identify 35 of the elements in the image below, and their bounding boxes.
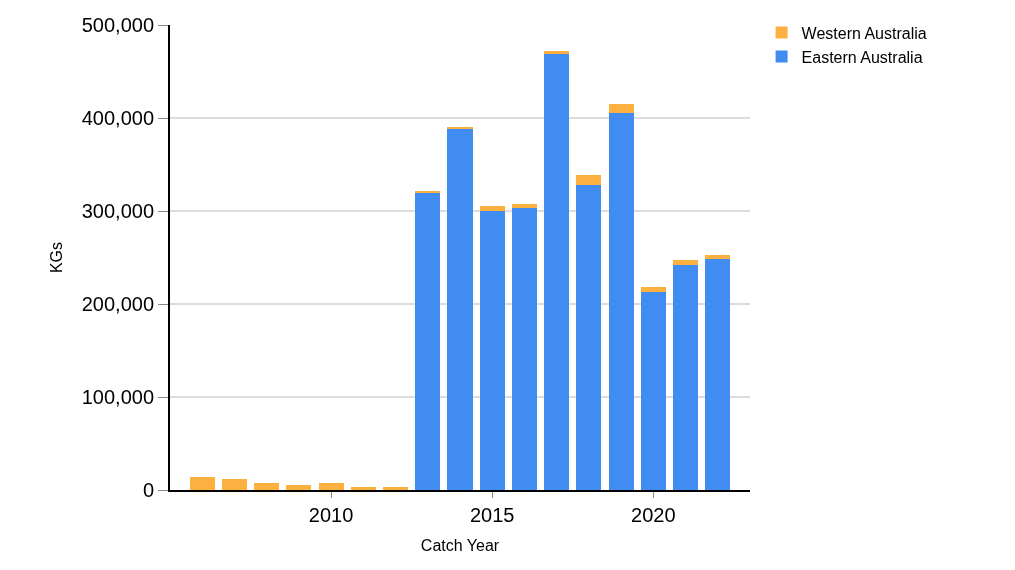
bar [544, 51, 570, 54]
bar [608, 104, 634, 114]
bar [221, 479, 248, 490]
bar [640, 292, 666, 490]
bar [350, 487, 376, 490]
bar [672, 265, 699, 490]
bar [286, 485, 312, 490]
y-tick-label: 0 [142, 479, 154, 501]
bar [511, 208, 538, 490]
bar [479, 206, 505, 211]
bar [447, 129, 473, 490]
bar [254, 483, 280, 490]
bar [415, 193, 441, 490]
x-axis-title: Catch Year [420, 537, 500, 555]
y-tick-label: 400,000 [81, 107, 154, 129]
x-tick-label: 2015 [469, 504, 515, 526]
legend-label: Eastern Australia [801, 48, 923, 66]
y-tick-label: 100,000 [81, 386, 154, 408]
bar [189, 476, 215, 490]
x-tick-label: 2020 [631, 504, 676, 526]
bar [576, 184, 602, 490]
x-tick-label: 2010 [308, 504, 354, 526]
bar [576, 175, 602, 185]
bar [382, 486, 409, 490]
y-tick-label: 500,000 [81, 14, 154, 36]
bar [479, 211, 505, 490]
y-tick-label: 200,000 [81, 293, 154, 315]
bar [318, 482, 344, 490]
bar [705, 255, 731, 260]
y-axis-title: KGs [48, 241, 66, 274]
bar [544, 53, 570, 490]
bar [705, 259, 731, 490]
bar [608, 113, 634, 490]
legend-label: Western Australia [801, 24, 927, 42]
y-tick-label: 300,000 [81, 200, 154, 222]
